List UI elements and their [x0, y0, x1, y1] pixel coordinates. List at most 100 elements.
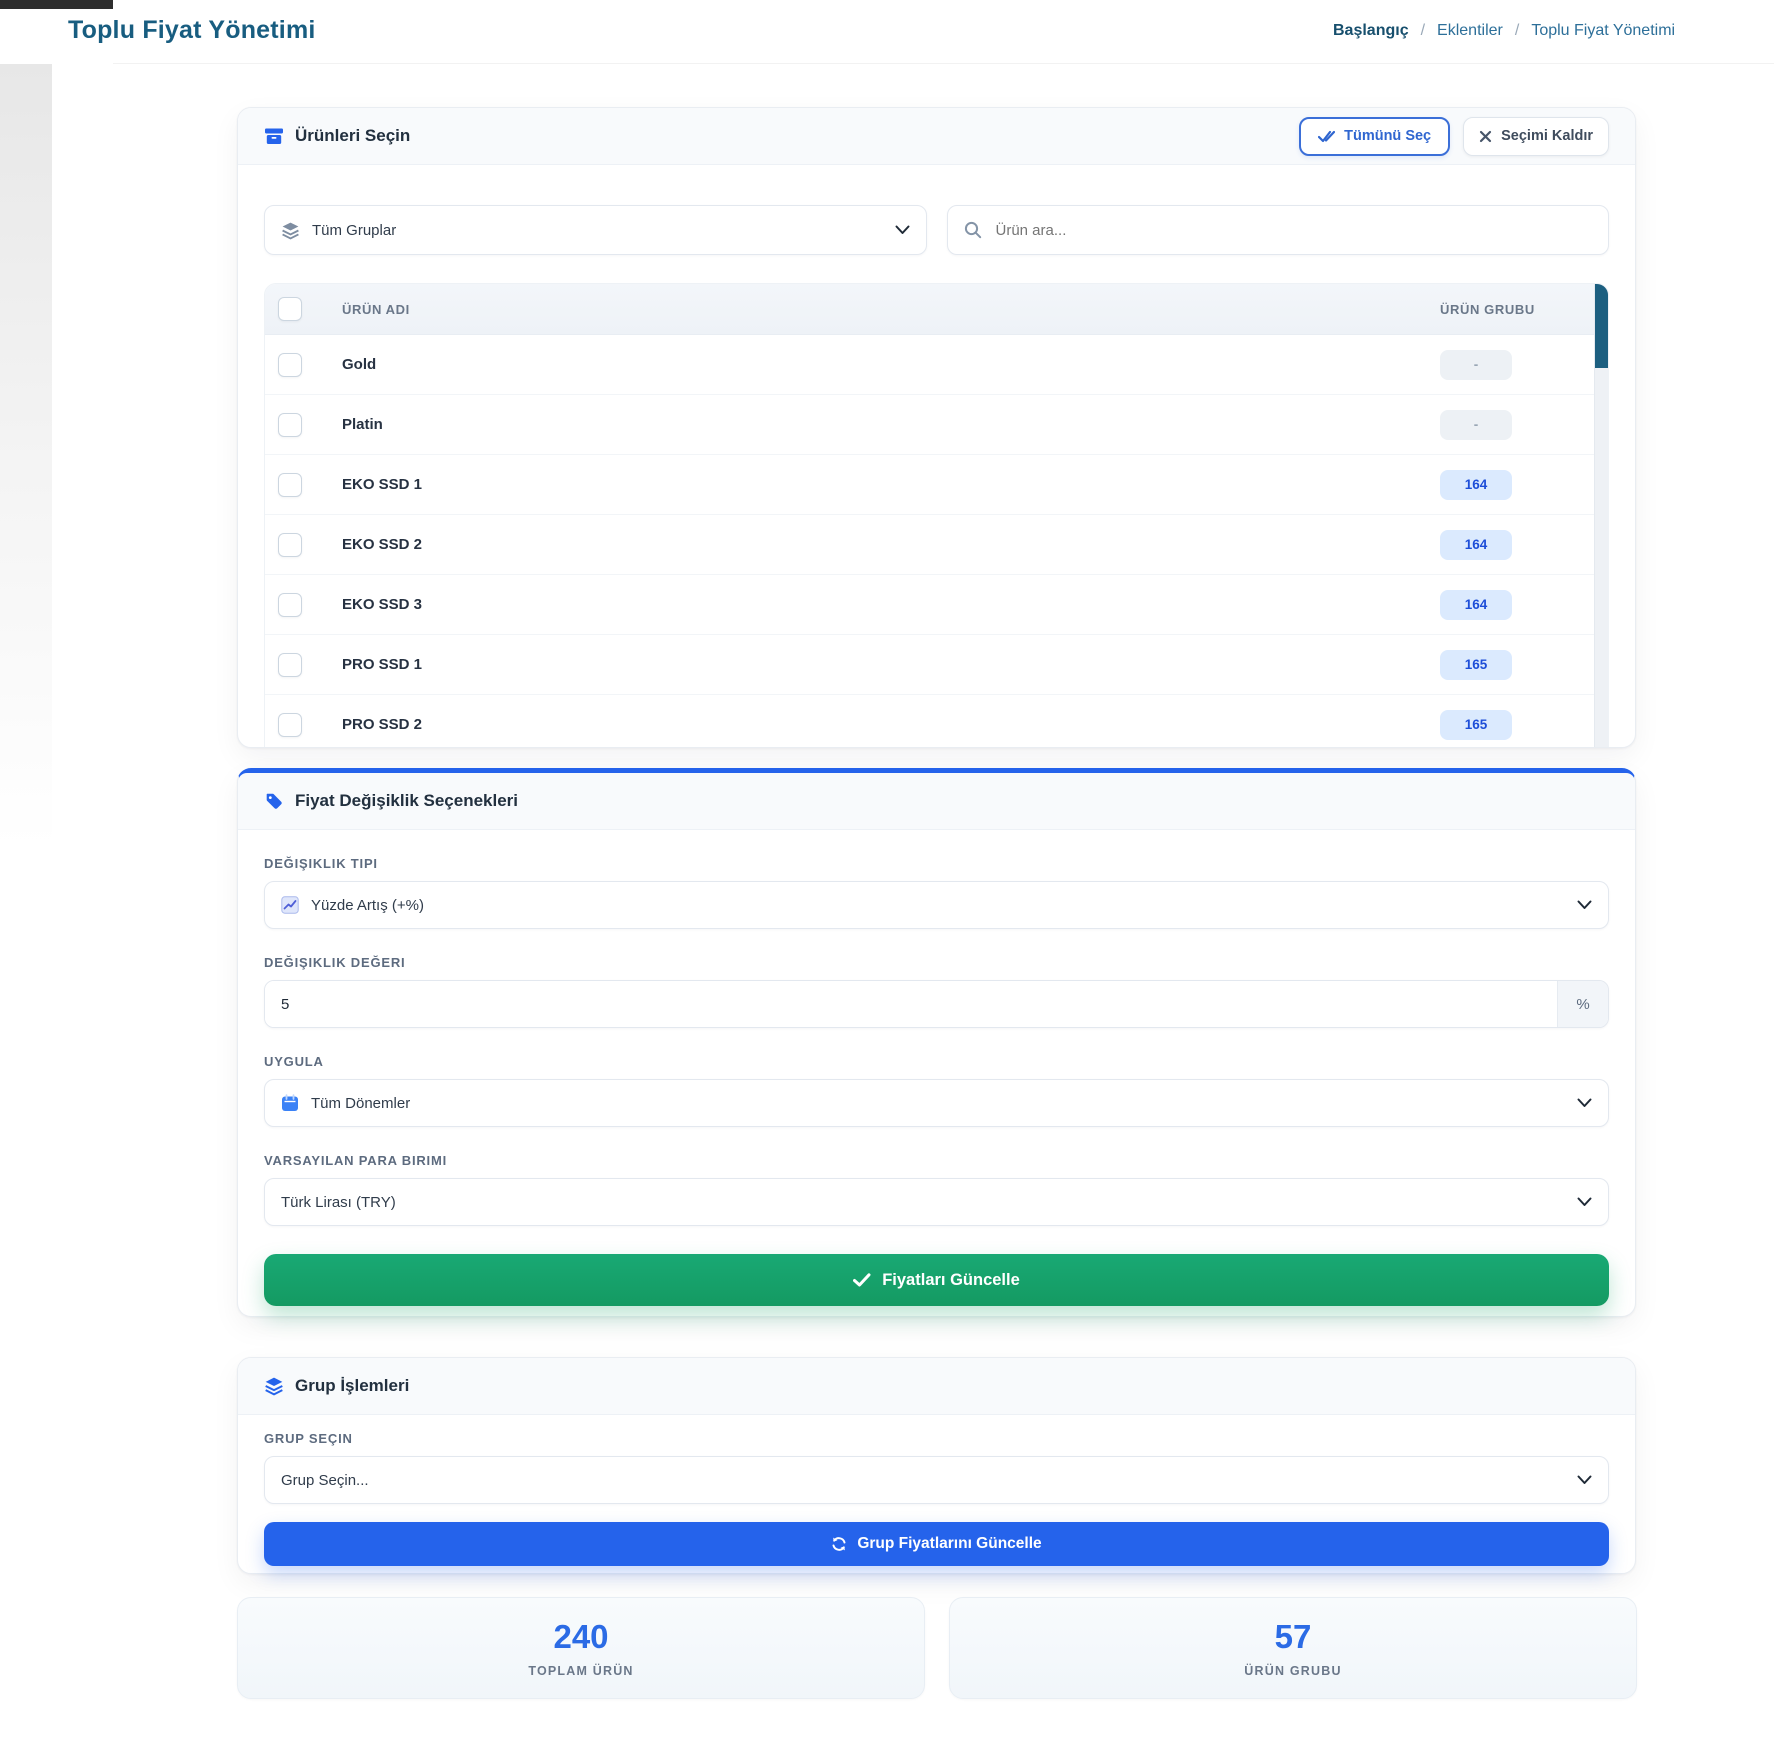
product-name: Platin	[342, 416, 383, 433]
price-card-header: Fiyat Değişiklik Seçenekleri	[238, 773, 1635, 830]
product-group-badge: 164	[1440, 469, 1512, 500]
product-name: EKO SSD 1	[342, 476, 423, 493]
change-type-value: Yüzde Artış (+%)	[311, 896, 424, 914]
breadcrumb-separator: /	[1420, 22, 1426, 39]
row-checkbox[interactable]	[278, 592, 302, 617]
stat-label: ÜRÜN GRUBU	[1244, 1664, 1342, 1678]
chart-up-icon	[281, 896, 299, 914]
product-group-badge: -	[1440, 349, 1512, 380]
calendar-icon	[282, 1094, 298, 1111]
box-icon	[265, 128, 283, 144]
header-divider	[113, 63, 1774, 64]
stat-value: 240	[553, 1618, 609, 1655]
update-group-prices-label: Grup Fiyatlarını Güncelle	[857, 1535, 1042, 1552]
product-name: PRO SSD 2	[342, 716, 423, 733]
table-row[interactable]: Gold -	[265, 335, 1608, 395]
group-select-value: Grup Seçin...	[281, 1471, 369, 1489]
group-card-header: Grup İşlemleri	[238, 1358, 1635, 1415]
table-row[interactable]: EKO SSD 3 164	[265, 575, 1608, 635]
table-scrollbar-thumb[interactable]	[1595, 284, 1608, 368]
change-type-select[interactable]: Yüzde Artış (+%)	[264, 881, 1609, 929]
table-row[interactable]: PRO SSD 1 165	[265, 635, 1608, 695]
product-name: PRO SSD 1	[342, 656, 423, 673]
breadcrumb-current: Toplu Fiyat Yönetimi	[1531, 22, 1676, 39]
tag-icon	[266, 793, 282, 809]
breadcrumb-plugins[interactable]: Eklentiler	[1437, 22, 1503, 39]
product-group-badge: 165	[1440, 649, 1512, 680]
group-select[interactable]: Grup Seçin...	[264, 1456, 1609, 1504]
chevron-down-icon	[895, 225, 909, 234]
products-card-title: Ürünleri Seçin	[295, 126, 411, 145]
column-header-group: ÜRÜN GRUBU	[1440, 301, 1535, 317]
group-select-label: GRUP SEÇIN	[264, 1431, 353, 1446]
clear-selection-label: Seçimi Kaldır	[1501, 128, 1593, 144]
table-row[interactable]: Platin -	[265, 395, 1608, 455]
stat-total-products: 240 TOPLAM ÜRÜN	[237, 1597, 925, 1699]
select-all-button[interactable]: Tümünü Seç	[1299, 116, 1451, 156]
close-icon	[1480, 130, 1492, 142]
products-card-header: Ürünleri Seçin Tümünü Seç Seçimi Kaldır	[238, 108, 1635, 165]
change-value-label: DEĞIŞIKLIK DEĞERI	[264, 955, 406, 970]
currency-label: VARSAYILAN PARA BIRIMI	[264, 1153, 448, 1168]
table-row[interactable]: PRO SSD 2 165	[265, 695, 1608, 747]
update-prices-label: Fiyatları Güncelle	[882, 1270, 1020, 1289]
left-gradient-decoration	[0, 64, 52, 889]
change-type-label: DEĞIŞIKLIK TIPI	[264, 856, 378, 871]
select-all-checkbox[interactable]	[278, 297, 302, 321]
product-group-badge: 164	[1440, 529, 1512, 560]
change-value-group: %	[264, 980, 1609, 1028]
column-header-name: ÜRÜN ADI	[342, 301, 410, 317]
group-operations-card: Grup İşlemleri GRUP SEÇIN Grup Seçin... …	[237, 1357, 1636, 1574]
layers-icon	[282, 222, 299, 239]
top-dark-bar	[0, 0, 113, 9]
table-row[interactable]: EKO SSD 1 164	[265, 455, 1608, 515]
stat-label: TOPLAM ÜRÜN	[528, 1664, 634, 1678]
chevron-down-icon	[1577, 900, 1592, 909]
stats-row: 240 TOPLAM ÜRÜN 57 ÜRÜN GRUBU	[237, 1597, 1637, 1699]
product-table-header: ÜRÜN ADI ÜRÜN GRUBU	[265, 284, 1608, 335]
select-all-label: Tümünü Seç	[1344, 128, 1432, 144]
currency-value: Türk Lirası (TRY)	[281, 1193, 396, 1211]
refresh-icon	[832, 1537, 846, 1551]
search-input[interactable]	[993, 220, 1592, 240]
clear-selection-button[interactable]: Seçimi Kaldır	[1463, 116, 1609, 156]
apply-label: UYGULA	[264, 1054, 324, 1069]
product-table: ÜRÜN ADI ÜRÜN GRUBU Gold - Platin - EKO …	[264, 283, 1609, 747]
update-prices-button[interactable]: Fiyatları Güncelle	[264, 1254, 1609, 1306]
row-checkbox[interactable]	[278, 352, 302, 377]
search-icon	[964, 221, 981, 239]
product-search-box[interactable]	[946, 205, 1609, 255]
products-card: Ürünleri Seçin Tümünü Seç Seçimi Kaldır	[237, 107, 1636, 748]
breadcrumb-home[interactable]: Başlangıç	[1333, 22, 1409, 39]
apply-value: Tüm Dönemler	[311, 1094, 411, 1112]
check-icon	[853, 1273, 871, 1287]
product-group-badge: -	[1440, 409, 1512, 440]
chevron-down-icon	[1577, 1475, 1592, 1484]
apply-select[interactable]: Tüm Dönemler	[264, 1079, 1609, 1127]
row-checkbox[interactable]	[278, 712, 302, 737]
chevron-down-icon	[1577, 1197, 1592, 1206]
currency-select[interactable]: Türk Lirası (TRY)	[264, 1178, 1609, 1226]
group-filter-select[interactable]: Tüm Gruplar	[264, 205, 927, 255]
table-row[interactable]: EKO SSD 2 164	[265, 515, 1608, 575]
row-checkbox[interactable]	[278, 652, 302, 677]
stat-product-groups: 57 ÜRÜN GRUBU	[949, 1597, 1637, 1699]
product-name: EKO SSD 3	[342, 596, 423, 613]
product-name: EKO SSD 2	[342, 536, 423, 553]
layers-icon	[265, 1377, 283, 1396]
stat-value: 57	[1274, 1618, 1312, 1655]
breadcrumb-separator: /	[1514, 22, 1520, 39]
table-scrollbar-track[interactable]	[1594, 284, 1608, 747]
group-card-title: Grup İşlemleri	[295, 1376, 410, 1395]
row-checkbox[interactable]	[278, 532, 302, 557]
row-checkbox[interactable]	[278, 412, 302, 437]
update-group-prices-button[interactable]: Grup Fiyatlarını Güncelle	[264, 1522, 1609, 1566]
group-filter-value: Tüm Gruplar	[312, 221, 397, 239]
breadcrumb: Başlangıç / Eklentiler / Toplu Fiyat Yön…	[1333, 22, 1675, 40]
row-checkbox[interactable]	[278, 472, 302, 497]
percent-addon: %	[1557, 981, 1608, 1027]
page-title: Toplu Fiyat Yönetimi	[68, 16, 316, 44]
change-value-input[interactable]	[265, 981, 1557, 1027]
price-options-card: Fiyat Değişiklik Seçenekleri DEĞIŞIKLIK …	[237, 768, 1636, 1317]
